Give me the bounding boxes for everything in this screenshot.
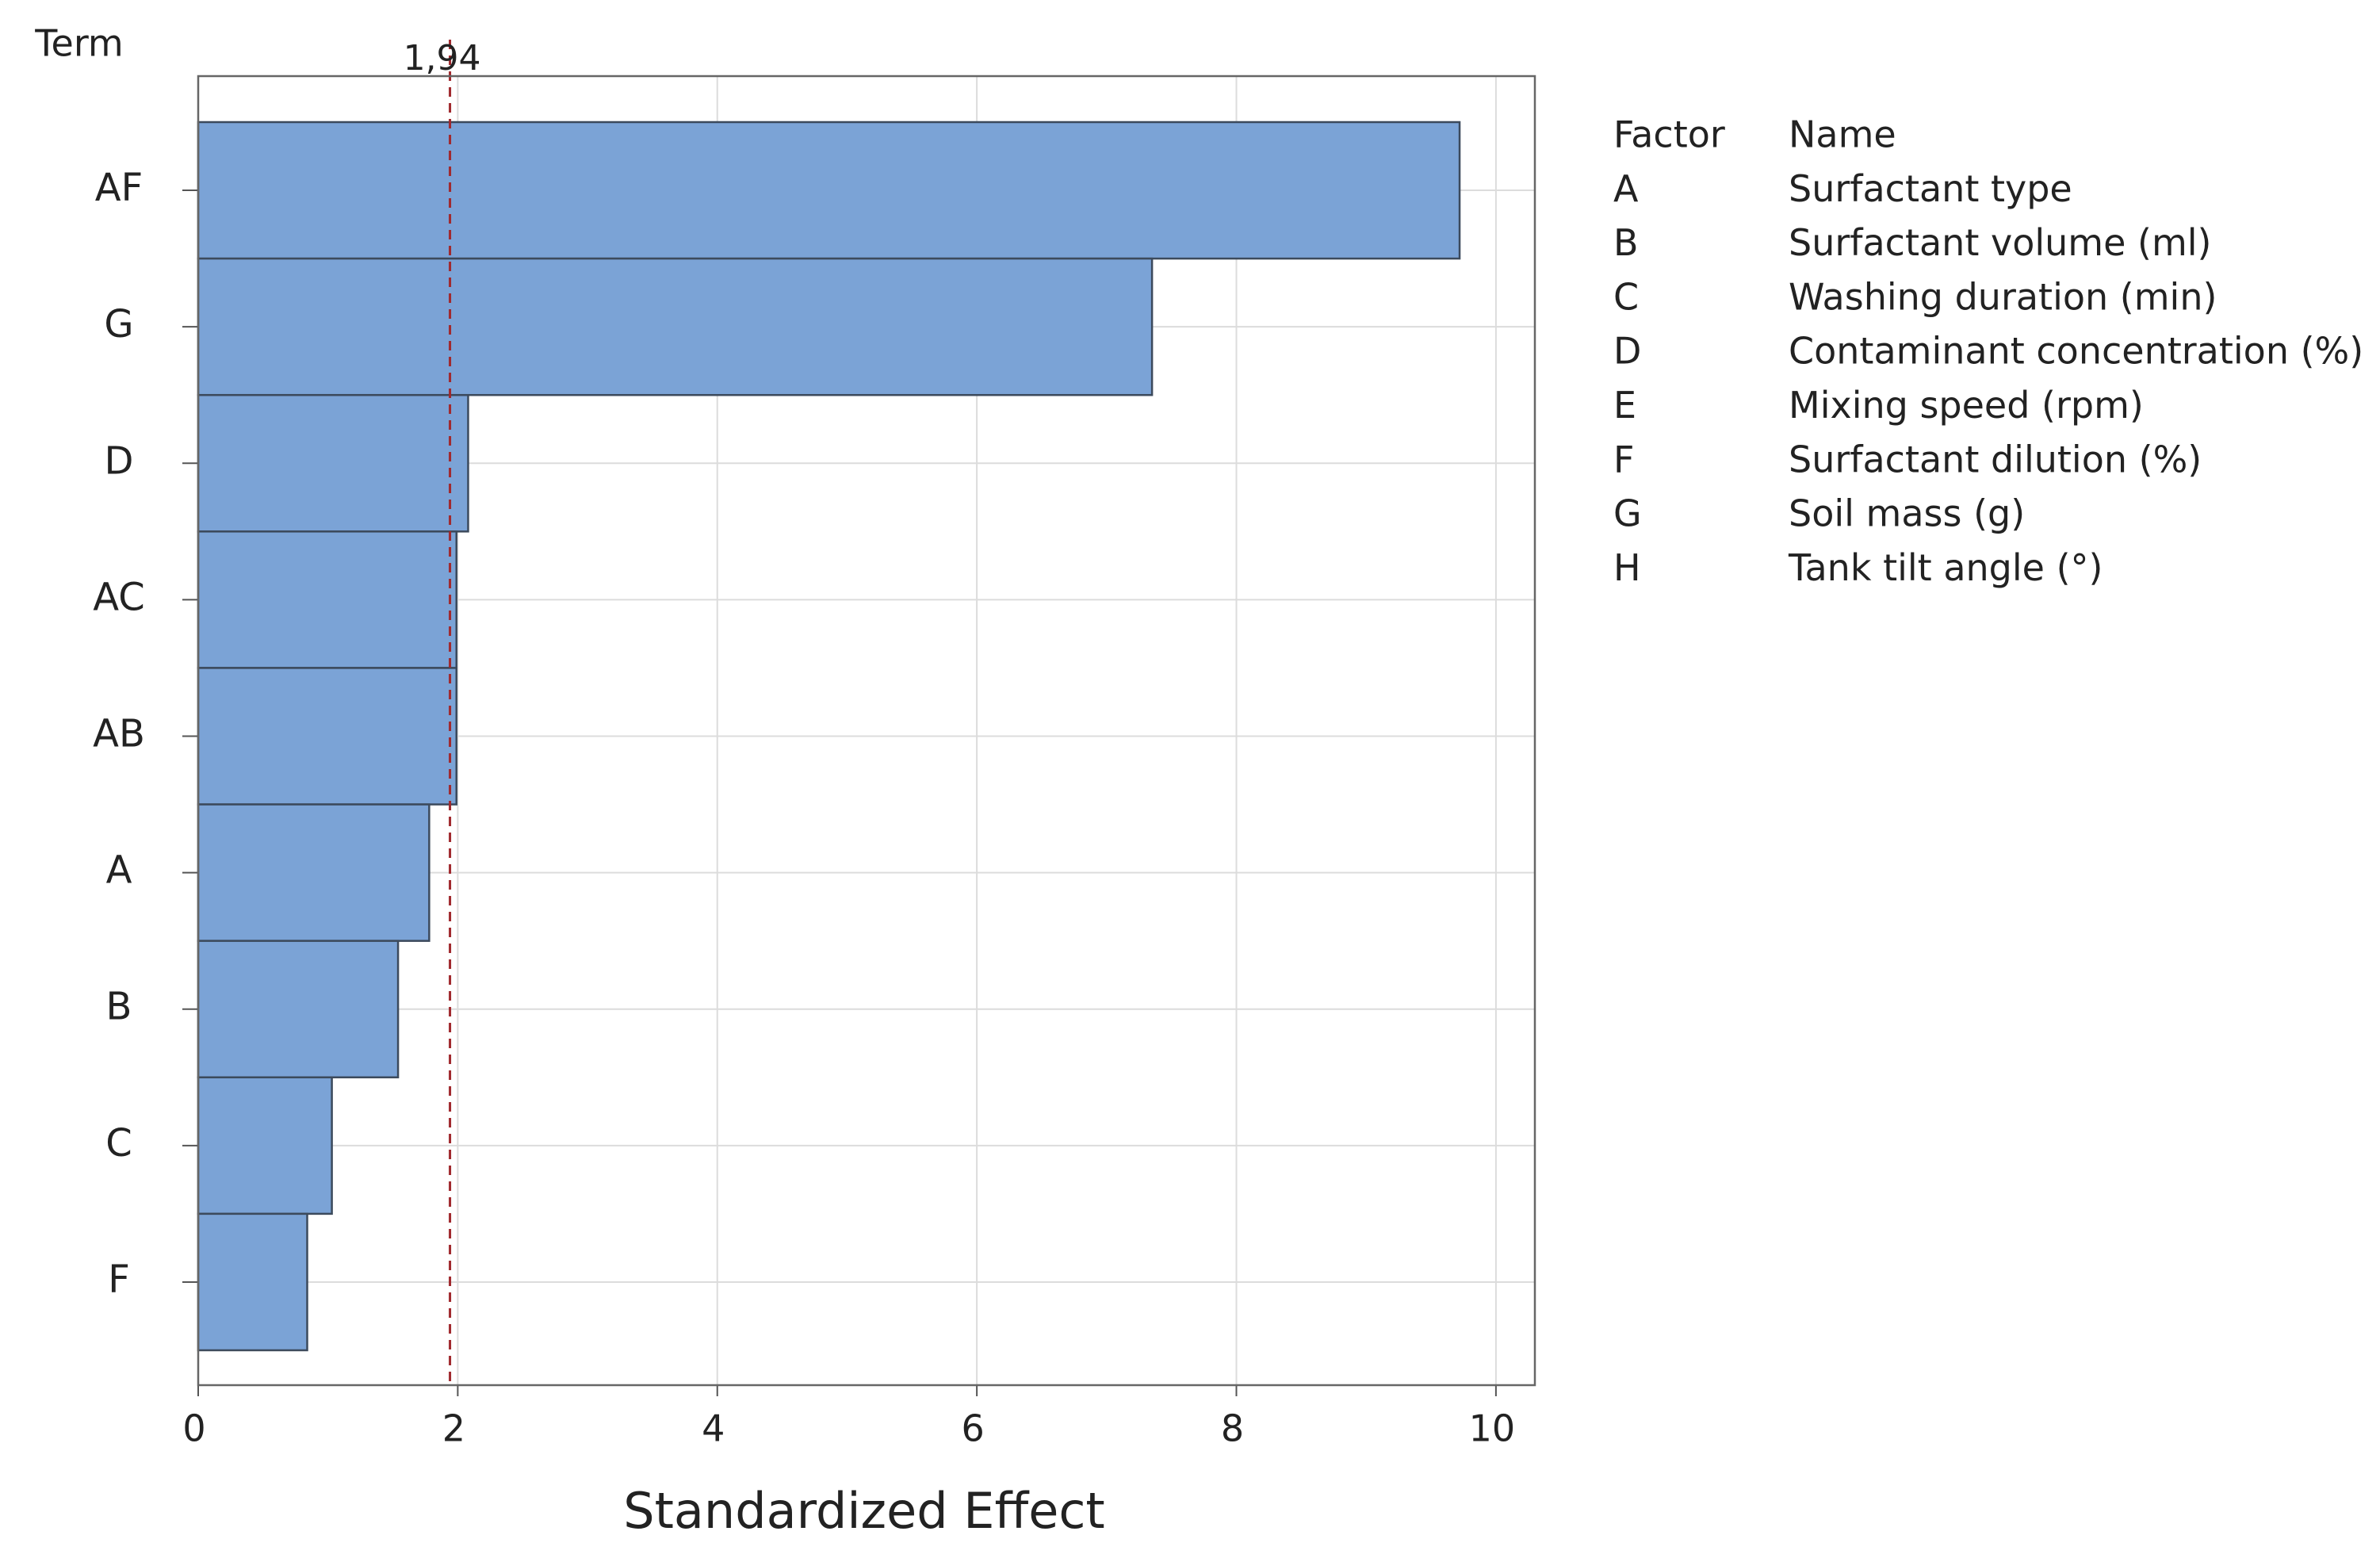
y-tick-label: AB [93,712,145,756]
reference-label: 1,94 [404,38,481,78]
y-tick-label: D [105,438,134,483]
table-cell: Tank tilt angle (°) [1788,546,2103,589]
table-cell: Washing duration (min) [1789,275,2217,318]
table-cell: E [1613,384,1636,427]
table-header: Factor [1613,113,1725,156]
table-cell: G [1613,492,1642,535]
y-tick-label: AC [93,575,145,619]
table-cell: Surfactant dilution (%) [1789,438,2202,480]
bar [197,940,400,1079]
table-cell: Surfactant volume (ml) [1789,221,2212,264]
y-tick-label: AF [95,166,143,210]
bar [197,121,1461,260]
table-cell: Soil mass (g) [1789,492,2025,535]
x-tick-label: 2 [442,1407,465,1450]
table-cell: A [1613,167,1639,210]
table-header: Name [1789,113,1896,156]
bar [197,257,1154,396]
table-cell: H [1613,546,1641,589]
x-tick-label: 4 [702,1407,725,1450]
table-cell: Contaminant concentration (%) [1789,330,2363,373]
table-cell: D [1613,330,1641,373]
x-tick-label: 8 [1221,1407,1244,1450]
table-cell: Surfactant type [1789,167,2072,210]
y-tick-label: A [106,848,132,893]
x-tick-label: 0 [182,1407,205,1450]
x-axis-label: Standardized Effect [623,1482,1104,1540]
x-tick-label: 10 [1469,1407,1516,1450]
table-cell: B [1613,221,1639,264]
y-tick-label: G [104,302,133,346]
bar [197,393,469,533]
x-tick-label: 6 [961,1407,984,1450]
table-cell: F [1613,438,1634,480]
bar [197,1212,308,1352]
bar [197,803,430,942]
y-tick-label: F [108,1258,130,1302]
table-cell: C [1613,275,1639,318]
bar [197,530,457,669]
bar [197,667,457,806]
y-axis-label: Term [34,22,124,65]
y-tick-label: B [106,985,132,1029]
table-cell: Mixing speed (rpm) [1789,384,2144,427]
plot-frame [197,75,1536,1387]
bar [197,1076,333,1215]
y-tick-label: C [105,1121,132,1166]
